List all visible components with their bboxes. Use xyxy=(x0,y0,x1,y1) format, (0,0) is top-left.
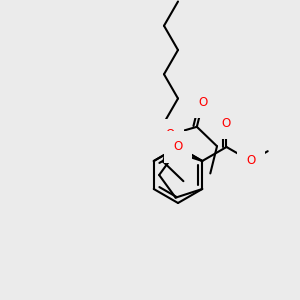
Text: O: O xyxy=(222,117,231,130)
Text: O: O xyxy=(165,128,175,141)
Text: O: O xyxy=(246,154,255,167)
Text: O: O xyxy=(198,96,208,109)
Text: O: O xyxy=(173,140,183,154)
